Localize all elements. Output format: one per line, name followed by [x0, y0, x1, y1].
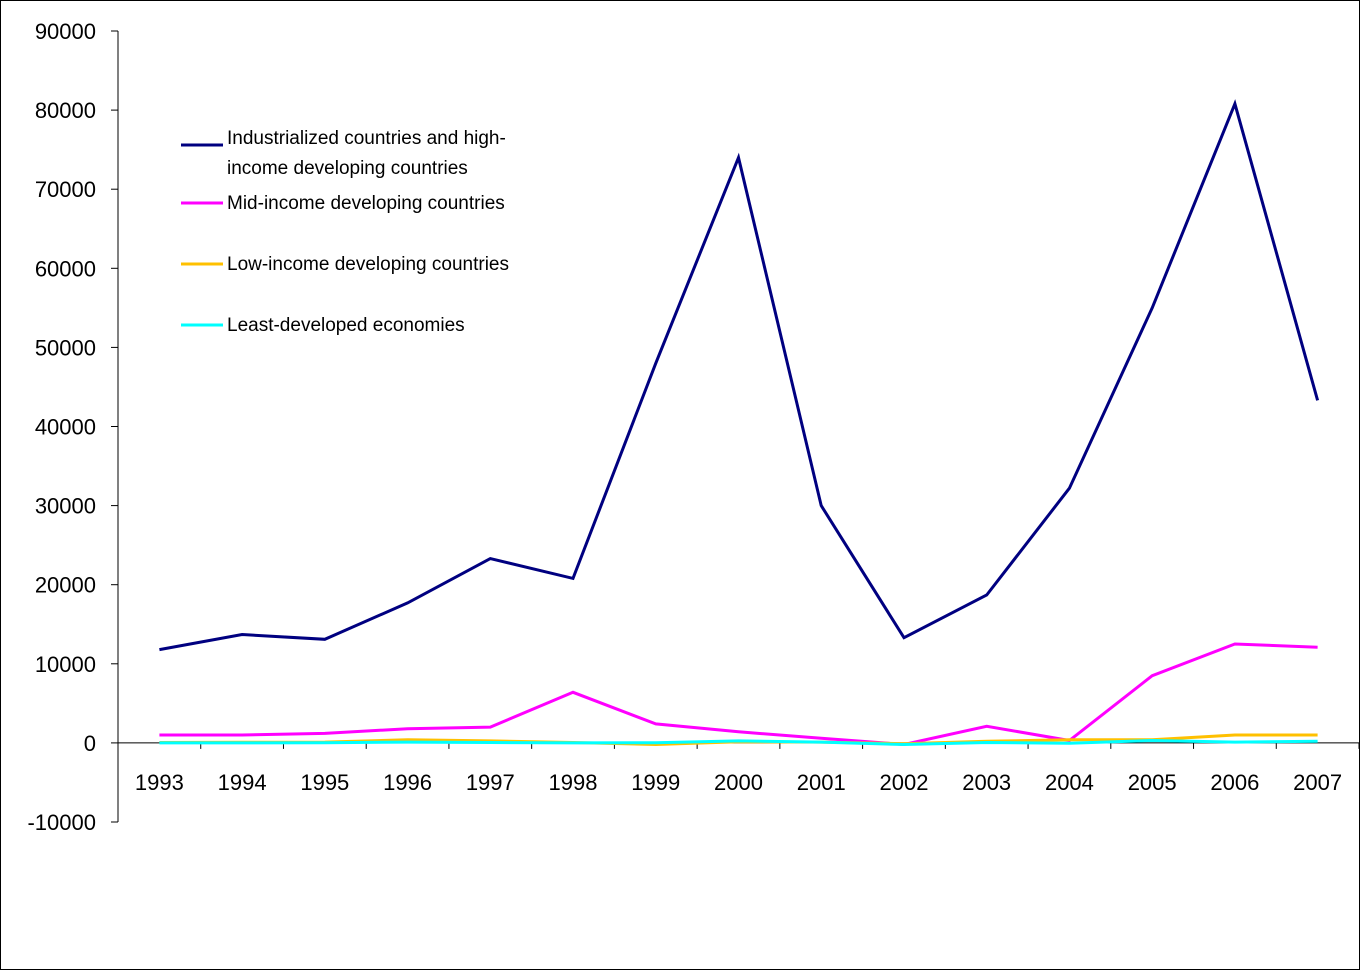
x-tick-label: 2004 — [1045, 770, 1094, 795]
x-tick-label: 1994 — [218, 770, 267, 795]
legend-label-3: Low-income developing countries — [227, 254, 509, 275]
legend-label-1: Industrialized countries and high- — [227, 128, 506, 149]
x-tick-label: 1993 — [135, 770, 184, 795]
series-line-2 — [159, 642, 1318, 747]
legend-label-2: Mid-income developing countries — [227, 193, 505, 214]
x-tick-label: 1996 — [383, 770, 432, 795]
x-tick-label: 2003 — [962, 770, 1011, 795]
legend: Industrialized countries and high-income… — [181, 128, 509, 336]
y-tick-label: 40000 — [35, 415, 96, 440]
y-tick-label: 0 — [84, 731, 96, 756]
series-lines — [159, 99, 1320, 747]
y-tick-label: 80000 — [35, 98, 96, 123]
legend-label-1: income developing countries — [227, 158, 468, 179]
axes: 9000080000700006000050000400003000020000… — [27, 19, 1359, 835]
x-tick-label: 2005 — [1128, 770, 1177, 795]
series-line-1 — [159, 99, 1320, 652]
x-tick-label: 2002 — [879, 770, 928, 795]
y-tick-label: 10000 — [35, 652, 96, 677]
y-tick-label: 30000 — [35, 494, 96, 519]
y-tick-label: 90000 — [35, 19, 96, 44]
y-tick-label: 20000 — [35, 573, 96, 598]
y-tick-label: 70000 — [35, 177, 96, 202]
x-tick-label: 1999 — [631, 770, 680, 795]
series-line-4 — [159, 738, 1318, 747]
x-tick-label: 2006 — [1210, 770, 1259, 795]
y-tick-label: 60000 — [35, 256, 96, 281]
x-tick-label: 1995 — [300, 770, 349, 795]
x-tick-label: 1997 — [466, 770, 515, 795]
x-tick-label: 2007 — [1293, 770, 1342, 795]
x-tick-label: 1998 — [549, 770, 598, 795]
y-tick-label: -10000 — [27, 810, 96, 835]
x-tick-label: 2000 — [714, 770, 763, 795]
y-tick-label: 50000 — [35, 335, 96, 360]
x-tick-label: 2001 — [797, 770, 846, 795]
legend-label-4: Least-developed economies — [227, 315, 465, 336]
